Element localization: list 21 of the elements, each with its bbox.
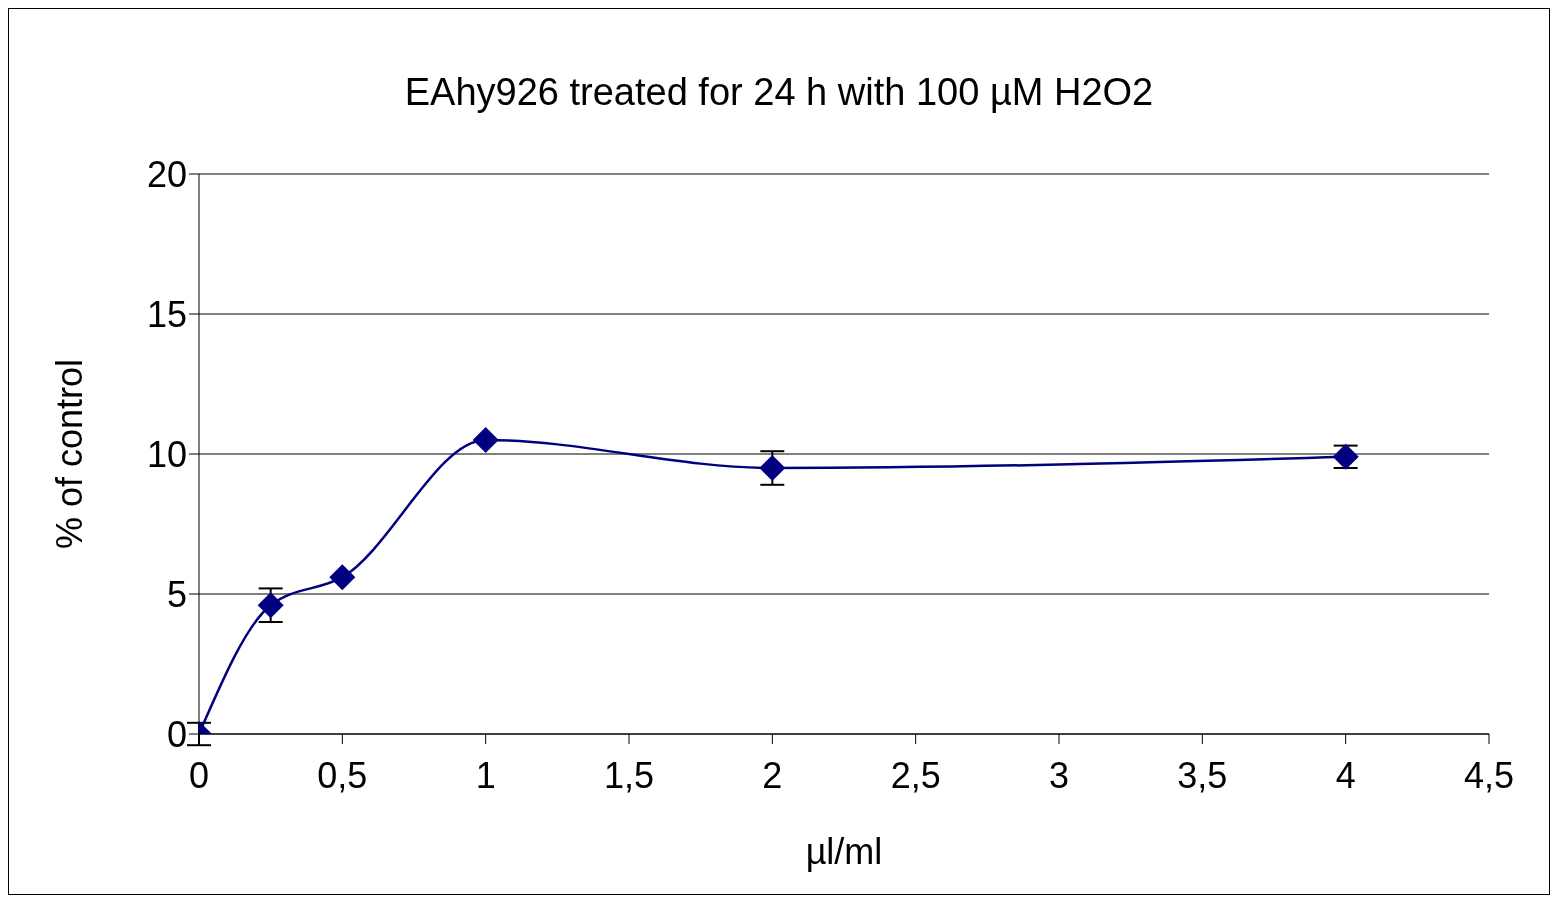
- x-tick-label: 1: [475, 754, 496, 796]
- x-tick-label: 4: [1335, 754, 1356, 796]
- y-tick-label: 10: [146, 433, 187, 475]
- x-tick-label: 4,5: [1463, 754, 1515, 796]
- y-tick-label: 20: [146, 153, 187, 195]
- y-axis-title: % of control: [48, 358, 90, 550]
- x-tick-label: 3,5: [1177, 754, 1228, 796]
- y-tick-label: 5: [166, 573, 187, 615]
- point: [472, 427, 499, 453]
- point: [329, 564, 356, 591]
- x-tick-label: 3: [1048, 754, 1070, 796]
- x-tick-label: 2,5: [890, 754, 941, 796]
- point: [257, 592, 284, 619]
- x-axis-title: µl/ml: [805, 831, 883, 872]
- y-tick-label: 15: [146, 293, 187, 335]
- x-tick-label: 0,5: [317, 754, 368, 796]
- x-tick-label: 2: [762, 754, 783, 796]
- point: [759, 455, 786, 481]
- x-tick-label: 1,5: [603, 754, 655, 796]
- y-tick-label: 0: [166, 713, 187, 755]
- chart-title: EAhy926 treated for 24 h with 100 µM H2O2: [403, 71, 1155, 114]
